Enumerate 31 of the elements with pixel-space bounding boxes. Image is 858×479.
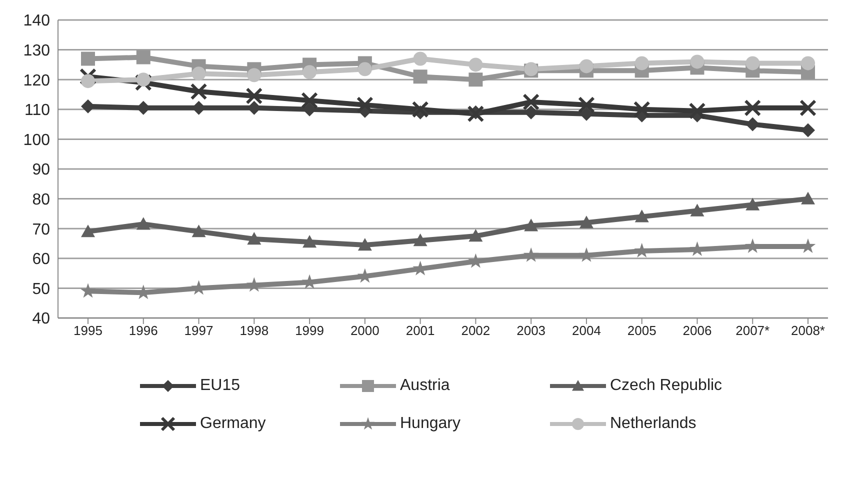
y-tick-label: 110 [24, 102, 50, 120]
y-tick-label: 60 [32, 251, 50, 268]
x-tick-label: 2006 [682, 323, 712, 338]
y-tick-label: 120 [23, 72, 50, 90]
legend-label: Hungary [400, 415, 460, 433]
x-tick-label: 1999 [295, 323, 324, 338]
x-tick-label: 1996 [128, 323, 158, 338]
x-tick-label: 2000 [350, 323, 380, 338]
x-tick-label: 1998 [240, 323, 269, 338]
y-tick-label: 90 [32, 162, 50, 179]
legend-label: Czech Republic [610, 377, 722, 395]
x-tick-label: 2004 [572, 323, 601, 338]
y-tick-label: 40 [32, 310, 50, 328]
legend-label: Austria [400, 377, 450, 395]
legend-label: EU15 [200, 377, 240, 395]
x-tick-label: 2001 [406, 323, 435, 338]
y-tick-label: 70 [32, 221, 50, 238]
y-tick-label: 50 [32, 280, 50, 298]
x-tick-label: 1995 [74, 323, 102, 338]
x-tick-label: 2008* [791, 323, 825, 338]
x-tick-label: 1997 [184, 323, 214, 338]
legend-label: Netherlands [610, 415, 696, 433]
x-tick-label: 2002 [461, 323, 490, 338]
y-tick-label: 80 [32, 191, 50, 208]
x-tick-label: 2007* [736, 323, 770, 338]
x-tick-label: 2005 [627, 323, 656, 338]
x-tick-label: 2003 [516, 323, 546, 338]
y-tick-label: 130 [23, 42, 50, 60]
y-tick-label: 140 [23, 12, 50, 30]
legend-label: Germany [200, 415, 266, 433]
y-tick-label: 100 [23, 132, 50, 149]
